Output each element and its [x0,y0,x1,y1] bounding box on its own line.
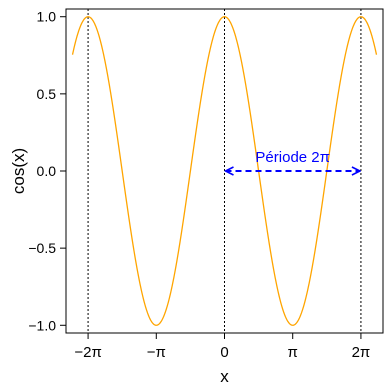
x-tick-label-1: −π [147,344,166,361]
series-line-0 [71,16,378,326]
x-tick-label-4: 2π [352,344,371,361]
y-tick-label-0: −1.0 [28,317,56,333]
y-tick-label-4: 1.0 [37,9,57,25]
plot-area: Période 2π [71,9,378,333]
y-tick-label-2: 0.0 [37,163,57,179]
y-tick-label-1: −0.5 [28,240,56,256]
x-tick-label-3: π [288,344,298,361]
x-tick-label-0: −2π [74,344,101,361]
y-axis-title: cos(x) [9,148,28,194]
x-axis-title: x [220,367,229,386]
axes: −2π −π 0 π 2π −1.0 −0.5 0.0 0.5 1.0 x cos(x) [9,8,384,386]
period-label-0: Période 2π [255,149,330,166]
y-tick-label-3: 0.5 [37,86,57,102]
x-tick-label-2: 0 [220,344,228,361]
